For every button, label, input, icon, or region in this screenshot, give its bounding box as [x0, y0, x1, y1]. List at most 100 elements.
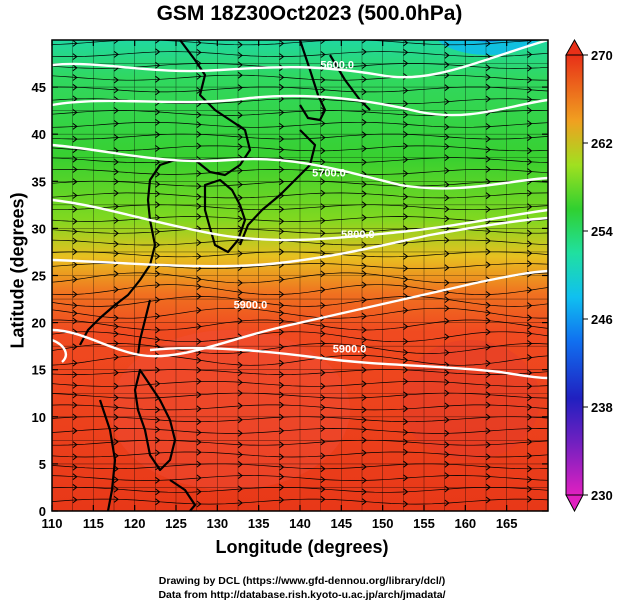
streamline-arrow [155, 158, 161, 166]
streamline-arrow [279, 427, 285, 435]
streamline-arrow [113, 476, 119, 484]
streamline-arrow [155, 119, 161, 126]
streamline-arrow [72, 359, 78, 367]
streamline-arrow [527, 354, 533, 361]
streamline-arrow [444, 51, 450, 59]
streamline-arrow [485, 40, 491, 47]
streamline-arrow [237, 181, 243, 188]
streamline-arrow [72, 155, 78, 163]
streamline [52, 404, 548, 411]
streamline-arrow [444, 215, 450, 223]
streamline-arrow [403, 193, 409, 201]
streamline-arrow [403, 448, 409, 456]
streamline-arrow [237, 402, 243, 410]
streamline-arrow [196, 488, 202, 496]
streamline-arrow [527, 107, 533, 114]
streamline-arrow [155, 252, 161, 260]
streamline-arrow [237, 361, 243, 369]
streamline-arrow [403, 265, 409, 272]
streamline-arrow [196, 111, 202, 119]
streamline-arrow [527, 382, 533, 390]
streamline-arrow [485, 343, 491, 351]
streamline-arrow [485, 309, 491, 317]
streamline-arrow [527, 452, 533, 460]
streamline-arrow [196, 306, 202, 314]
streamline-arrow [527, 476, 533, 483]
streamline-arrow [527, 322, 533, 330]
streamline-arrow [155, 190, 161, 198]
streamline-arrow [113, 134, 119, 141]
streamline-arrow [320, 86, 326, 94]
credit-drawing: Drawing by DCL (https://www.gfd-dennou.o… [158, 575, 446, 587]
streamline-arrow [237, 296, 243, 304]
streamline-arrow [361, 296, 367, 304]
streamline-arrow [196, 438, 202, 446]
y-tick-label: 20 [32, 316, 46, 331]
streamline-arrow [113, 270, 119, 278]
streamline-arrow [361, 158, 367, 166]
streamline-arrow [403, 100, 409, 108]
streamline-arrow [279, 217, 285, 225]
streamline-arrow [527, 260, 533, 268]
streamline-arrow [196, 323, 202, 330]
contour-label: 5900.0 [234, 299, 268, 311]
streamline-arrow [527, 485, 533, 493]
warm-zone [110, 330, 350, 490]
streamline-arrow [485, 291, 491, 298]
streamline-arrow [527, 120, 533, 127]
streamline-arrow [279, 109, 285, 116]
streamline-arrow [320, 51, 326, 58]
streamline-arrow [361, 262, 367, 270]
x-axis-label: Longitude (degrees) [215, 537, 389, 557]
x-tick-label: 120 [124, 516, 146, 531]
streamline-arrow [279, 205, 285, 213]
streamline-arrow [485, 206, 491, 213]
colorbar-tick-label: 262 [591, 136, 613, 151]
colorbar: 230 238 246 254 262 270 [565, 38, 613, 513]
streamline-arrow [279, 276, 285, 283]
y-tick-label: 30 [32, 221, 46, 236]
streamline-arrow [527, 134, 533, 141]
streamline-arrow [155, 131, 161, 138]
x-tick-label: 140 [289, 516, 311, 531]
streamline-arrow [196, 283, 202, 290]
streamline-arrow [444, 441, 450, 449]
streamline-arrow [527, 158, 533, 166]
streamline-arrow [113, 51, 119, 58]
streamline-arrow [196, 239, 202, 246]
streamline-arrow [155, 326, 161, 334]
streamline-arrow [237, 84, 243, 91]
y-tick-label: 35 [32, 174, 46, 189]
streamline-arrow [279, 74, 285, 81]
streamline-arrow [237, 250, 243, 257]
streamline-arrow [155, 426, 161, 433]
streamline-arrow [155, 270, 161, 278]
streamline-arrow [155, 416, 161, 424]
y-tick-label: 45 [32, 80, 46, 95]
streamline-arrow [279, 146, 285, 153]
streamline-arrow [196, 418, 202, 426]
streamline-arrow [527, 51, 533, 58]
streamline [52, 416, 548, 423]
streamline-arrow [361, 118, 367, 126]
streamline-arrow [320, 168, 326, 176]
streamline-arrow [485, 95, 491, 103]
streamline-arrow [279, 391, 285, 399]
streamline-arrow [279, 381, 285, 389]
streamline-arrow [361, 131, 367, 139]
streamline-arrow [485, 463, 491, 471]
streamline-arrow [237, 416, 243, 424]
streamline-arrow [113, 330, 119, 338]
streamline-arrow [403, 131, 409, 138]
wind-streamlines [52, 40, 548, 508]
streamline-arrow [72, 109, 78, 116]
streamline-arrow [237, 369, 243, 377]
streamline [52, 380, 548, 387]
streamline-arrow [403, 213, 409, 220]
streamline-arrow [279, 40, 285, 47]
x-tick-label: 110 [42, 516, 63, 531]
streamline-arrow [72, 391, 78, 399]
streamline-arrow [444, 71, 450, 79]
streamline-arrow [403, 275, 409, 283]
streamline-arrow [403, 323, 409, 330]
